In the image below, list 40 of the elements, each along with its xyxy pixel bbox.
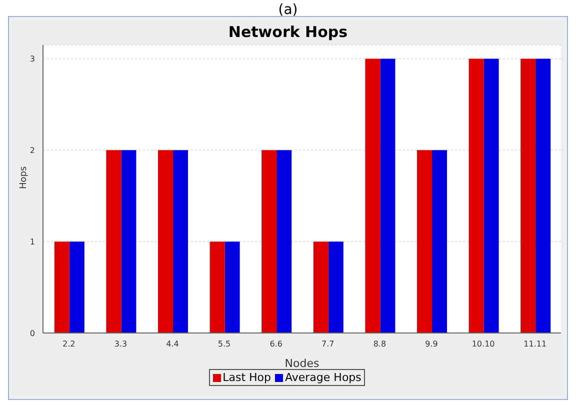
x-tick-label: 3.3 <box>114 340 128 349</box>
legend-label: Average Hops <box>284 371 362 384</box>
bar <box>416 150 432 333</box>
x-tick-label: 11.11 <box>524 340 547 349</box>
chart-title: Network Hops <box>227 23 349 41</box>
y-tick-label: 3 <box>30 54 35 64</box>
bar <box>365 58 380 333</box>
x-tick-label: 6.6 <box>270 340 282 349</box>
bar <box>54 242 70 333</box>
bar <box>432 150 447 333</box>
y-tick-label: 2 <box>30 146 35 155</box>
x-tick-label: 4.4 <box>166 340 179 349</box>
y-tick-label: 0 <box>30 328 35 338</box>
bar <box>224 242 240 333</box>
bar <box>468 58 484 333</box>
bar <box>484 58 499 333</box>
x-tick-label: 7.7 <box>322 340 334 349</box>
bar <box>262 150 277 333</box>
bar <box>158 150 173 333</box>
bar <box>172 150 188 333</box>
x-tick-label: 8.8 <box>373 340 386 349</box>
bar <box>69 242 84 333</box>
bar <box>276 150 292 333</box>
x-tick-label: 5.5 <box>218 340 231 349</box>
legend-label: Last Hop <box>222 371 271 384</box>
bar <box>106 150 122 333</box>
bar <box>520 58 536 333</box>
x-axis-title: Nodes <box>284 357 320 370</box>
x-tick-label: 9.9 <box>425 340 438 349</box>
bar <box>328 242 344 333</box>
bar <box>210 242 225 333</box>
bar <box>536 58 551 333</box>
x-tick-label: 10.10 <box>472 340 495 349</box>
text: (a) <box>277 2 299 18</box>
y-axis-title: Hops <box>19 166 30 189</box>
bar <box>380 58 396 333</box>
x-tick-label: 2.2 <box>62 340 76 349</box>
y-tick-label: 1 <box>30 237 35 246</box>
bar <box>121 150 136 333</box>
bar <box>313 242 328 333</box>
